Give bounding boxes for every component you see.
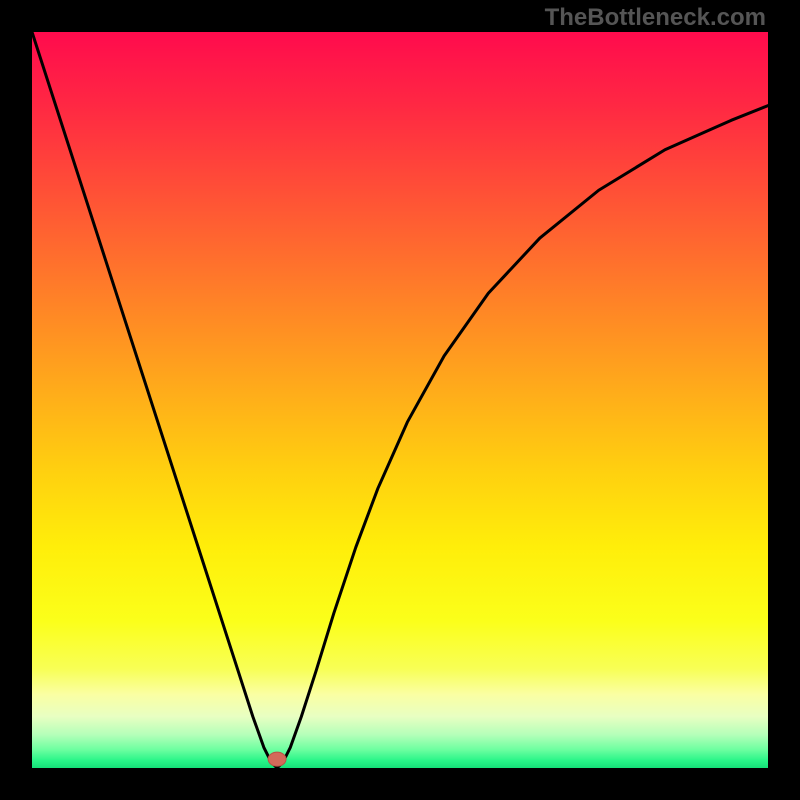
watermark-text: TheBottleneck.com <box>545 4 766 32</box>
plot-frame <box>0 0 800 800</box>
